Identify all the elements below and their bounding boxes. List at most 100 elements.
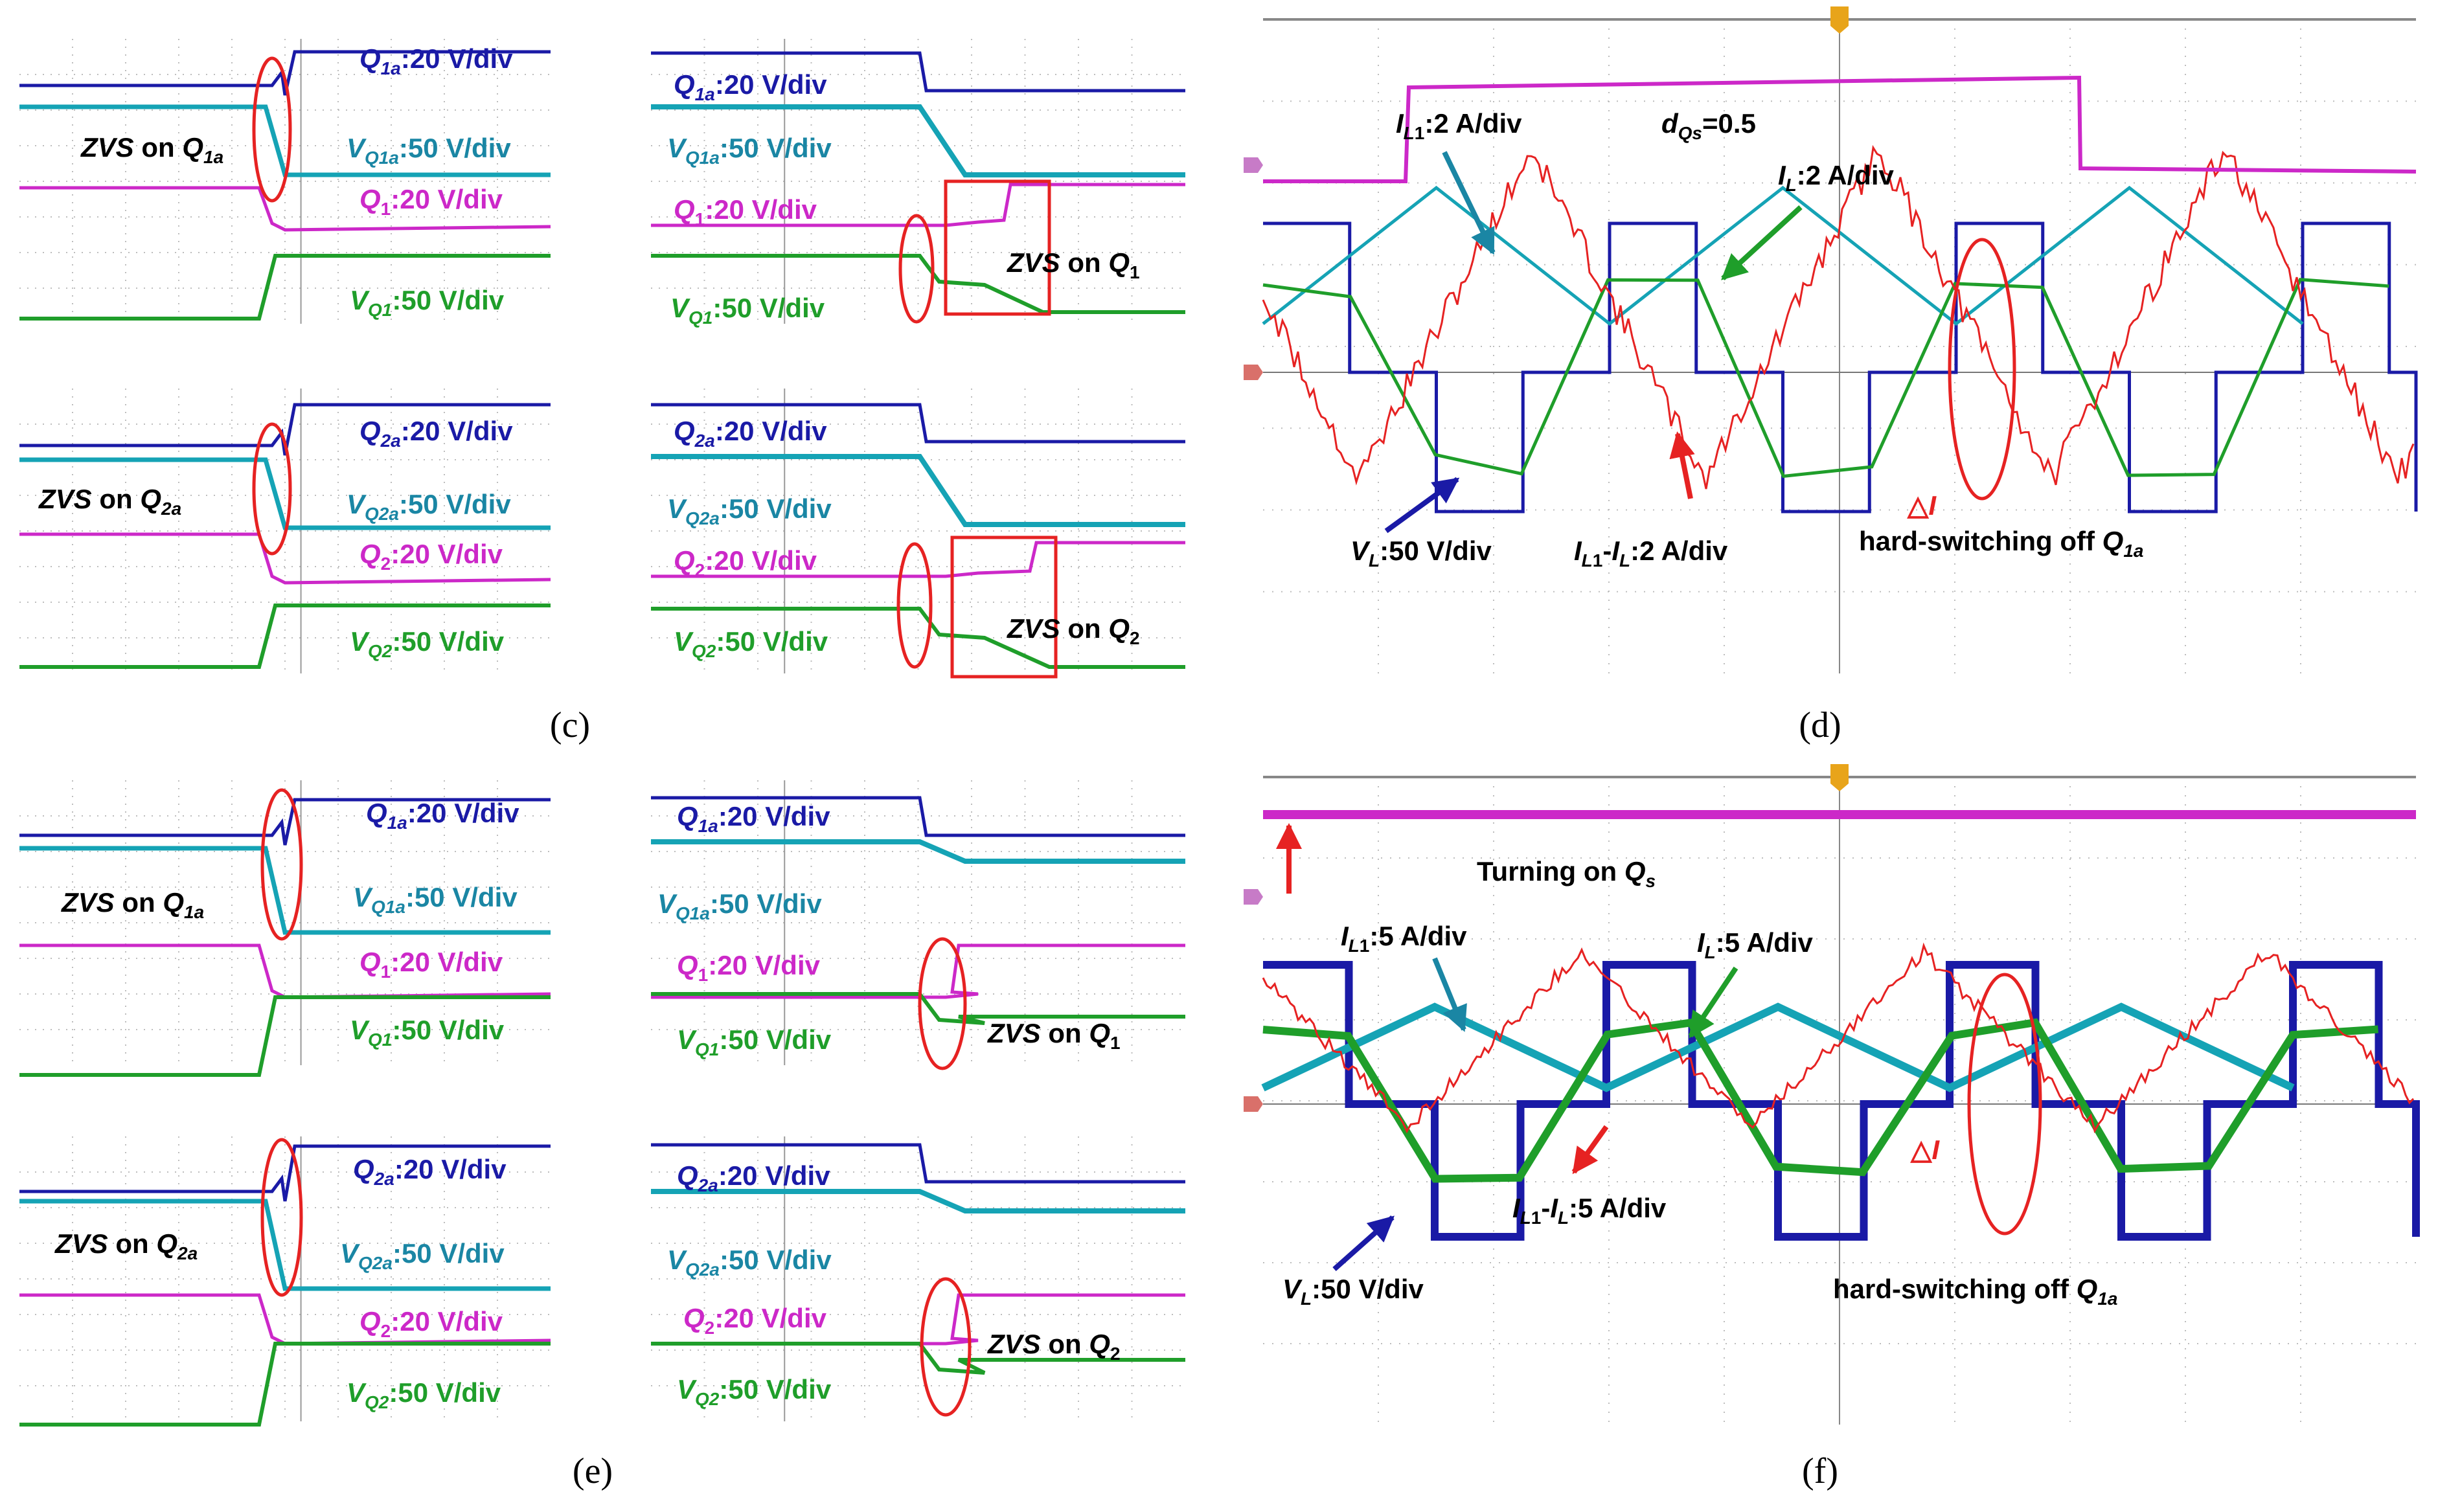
VQa-trace <box>19 846 551 935</box>
annotation-zvs-q1a: ZVS on Q1a <box>80 132 223 167</box>
Q-gate-trace <box>651 403 1185 444</box>
label-VQ2: VQ2:50 V/div <box>674 626 828 661</box>
label-VQ1: VQ1:50 V/div <box>350 1015 505 1050</box>
label-IL1: IL1:2 A/div <box>1396 108 1522 143</box>
highlight-ellipse <box>898 214 935 324</box>
label-Q1a: Q1a:20 V/div <box>366 798 519 833</box>
highlight-ellipse <box>260 788 303 941</box>
highlight-ellipse <box>1948 238 2016 501</box>
Q-gate-trace <box>651 796 1185 837</box>
label-Q2a: Q2a:20 V/div <box>677 1160 830 1195</box>
caption-d: (d) <box>1799 705 1841 745</box>
highlight-ellipse <box>252 422 292 556</box>
VQ-trace <box>651 992 1185 1025</box>
panel-c-right-bottom-labels: Q2a:20 V/div VQ2a:50 V/div Q2:20 V/div V… <box>667 416 1140 661</box>
caption-c: (c) <box>550 705 590 745</box>
label-VQ2: VQ2:50 V/div <box>347 1377 501 1412</box>
label-VQ2a: VQ2a:50 V/div <box>347 489 511 524</box>
VQ-trace <box>19 1342 551 1427</box>
Q-gate-trace <box>19 798 551 846</box>
panel-f-labels: Turning on Qs IL1:5 A/div IL:5 A/div IL1… <box>1282 856 2117 1309</box>
caption-f: (f) <box>1802 1451 1838 1491</box>
IL1-IL-trace <box>1262 942 2415 1134</box>
IL-trace <box>1262 278 2389 479</box>
Q-gate-trace <box>651 1143 1185 1184</box>
VQa-trace <box>19 1199 551 1291</box>
Q-mag-trace <box>651 183 1185 227</box>
pointer-arrow <box>1432 957 1467 1032</box>
label-VQ1a: VQ1a:50 V/div <box>667 133 832 168</box>
VL-trace <box>1263 221 2418 513</box>
pointer-arrow <box>1571 1125 1609 1175</box>
label-Q1: Q1:20 V/div <box>677 950 821 985</box>
label-IL1-IL: IL1-IL:2 A/div <box>1574 536 1728 570</box>
panel-c-right-top-labels: Q1a:20 V/div VQ1a:50 V/div Q1:20 V/div V… <box>667 69 1140 328</box>
pointer-arrow <box>1384 477 1460 534</box>
panel-c-right-top <box>651 39 1185 324</box>
annotation-zvs-q2a: ZVS on Q2a <box>38 484 181 519</box>
label-Q1a: Q1a:20 V/div <box>359 43 513 78</box>
panel-e-left-bottom <box>19 1136 551 1427</box>
highlight-ellipse <box>918 937 967 1070</box>
panel-c-left-top <box>19 39 551 324</box>
annotation-delta-i: △I <box>1907 490 1937 521</box>
label-Q2a: Q2a:20 V/div <box>353 1154 507 1189</box>
IL-trace <box>1262 1018 2378 1183</box>
channel-marker <box>1244 889 1263 905</box>
label-Q2a: Q2a:20 V/div <box>674 416 827 451</box>
annotation-delta-i: △I <box>1910 1134 1940 1165</box>
channel-marker <box>1244 365 1263 380</box>
IL1-trace <box>1262 185 2304 326</box>
caption-e: (e) <box>573 1451 613 1491</box>
VQ-trace <box>651 1342 1185 1375</box>
VQa-trace <box>19 104 551 177</box>
panel-e-right-bottom <box>651 1136 1185 1421</box>
highlight-ellipse <box>920 1277 972 1417</box>
Q-mag-trace <box>19 532 551 585</box>
highlight-ellipse <box>260 1138 303 1297</box>
panel-c-left-top-labels: Q1a:20 V/div VQ1a:50 V/div Q1:20 V/div V… <box>80 43 513 320</box>
panel-d-scope <box>1244 6 2418 673</box>
pointer-arrow <box>1669 431 1695 499</box>
channel-marker <box>1244 1096 1263 1112</box>
label-VQ1a: VQ1a:50 V/div <box>353 882 518 917</box>
label-VQ1: VQ1:50 V/div <box>670 293 825 328</box>
annotation-hard-switching: hard-switching off Q1a <box>1833 1274 2117 1309</box>
highlight-ellipse <box>896 542 933 669</box>
panel-c-left-bottom-labels: Q2a:20 V/div VQ2a:50 V/div Q2:20 V/div V… <box>38 416 513 661</box>
label-Q2: Q2:20 V/div <box>683 1303 827 1338</box>
VQa-trace <box>651 454 1185 527</box>
label-IL: IL:5 A/div <box>1697 927 1814 962</box>
Q-gate-trace <box>651 51 1185 93</box>
label-Q1: Q1:20 V/div <box>674 194 817 229</box>
trigger-marker <box>1830 764 1849 791</box>
Qs-trace <box>1263 75 2417 183</box>
panel-e-right-bottom-labels: Q2a:20 V/div VQ2a:50 V/div Q2:20 V/div V… <box>667 1160 1121 1409</box>
highlight-box <box>950 536 1058 679</box>
label-IL1-IL: IL1-IL:5 A/div <box>1512 1193 1667 1228</box>
panel-e-left-top-labels: Q1a:20 V/div VQ1a:50 V/div Q1:20 V/div V… <box>61 798 519 1050</box>
panel-e-right-top-labels: Q1a:20 V/div VQ1a:50 V/div Q1:20 V/div V… <box>657 801 1121 1059</box>
label-Q1: Q1:20 V/div <box>359 184 503 219</box>
label-VQ1a: VQ1a:50 V/div <box>657 888 822 923</box>
pointer-arrow <box>1332 1215 1395 1271</box>
trigger-marker <box>1830 6 1849 34</box>
Q-gate-trace <box>19 403 551 456</box>
panel-e-left-top <box>19 780 551 1077</box>
panel-e-left-bottom-labels: Q2a:20 V/div VQ2a:50 V/div Q2:20 V/div V… <box>54 1154 507 1412</box>
label-VQ1a: VQ1a:50 V/div <box>347 133 511 168</box>
VQa-trace <box>651 839 1185 864</box>
label-IL: IL:2 A/div <box>1778 160 1895 195</box>
label-Q1a: Q1a:20 V/div <box>674 69 827 104</box>
label-VQ2: VQ2:50 V/div <box>350 626 505 661</box>
label-VQ1: VQ1:50 V/div <box>677 1024 832 1059</box>
VQ-trace <box>19 995 551 1077</box>
Q-mag-trace <box>19 186 551 232</box>
highlight-ellipse <box>252 56 292 203</box>
label-VL: VL:50 V/div <box>1282 1274 1424 1309</box>
Q-gate-trace <box>19 50 551 96</box>
label-VL: VL:50 V/div <box>1350 536 1492 570</box>
panel-c-left-bottom <box>19 389 551 673</box>
IL1-trace <box>1261 1002 2295 1092</box>
label-Q2: Q2:20 V/div <box>359 539 503 574</box>
